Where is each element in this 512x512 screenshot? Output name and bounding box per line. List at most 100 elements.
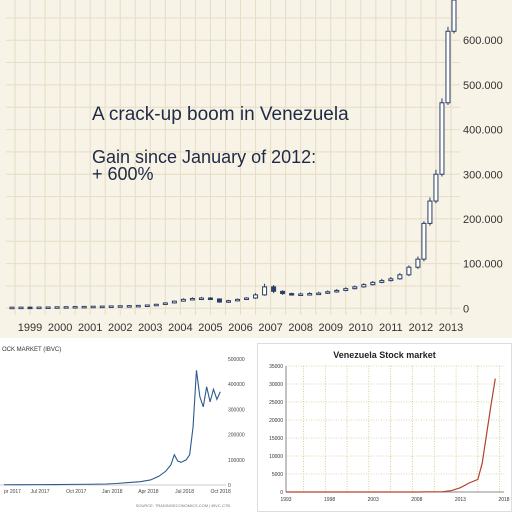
candle-body [280,290,286,295]
x-tick-label: 2000 [48,322,72,334]
candle-body [54,306,60,309]
candle-body [298,293,304,296]
x-tick-label: 2005 [198,322,222,334]
candle-body [421,222,427,260]
candle-body [63,306,69,309]
candle-body [45,306,51,309]
candle-body [334,289,340,293]
y-tick-label: 100000 [228,458,245,464]
x-tick-label: 2003 [138,322,162,334]
y-tick-label: 100.000 [463,259,503,271]
x-tick-label: 2009 [318,322,342,334]
candle-body [427,200,433,224]
ibvc-line-chart: 0 100000 200000 300000 400000 500000 pr 2017 Ju… [0,357,245,495]
candle-body [18,306,24,310]
chart-annotation-gain-value: + 600% [92,164,154,184]
x-tick-label: 2001 [78,322,102,334]
candle-body [433,173,439,202]
y-tick-label: 0 [228,483,231,489]
candle-body [271,286,277,292]
candle-body [72,306,78,309]
candle-body [225,300,231,303]
candle-body [289,293,295,296]
candle-body [352,286,358,290]
y-tick-label: 600.000 [463,35,503,47]
candle-body [325,291,331,294]
x-tick-label: 2008 [288,322,312,334]
chart-annotation-title: A crack-up boom in Venezuela [92,104,349,125]
candle-body [216,298,222,303]
candle-body [207,297,213,301]
candle-body [117,305,123,308]
x-tick-label: pr 2017 [4,489,21,495]
candle-body [361,284,367,288]
y-tick-label: 400.000 [463,125,503,137]
candle-body [27,306,33,310]
x-tick-label: 1998 [324,497,335,503]
candle-body [262,286,268,296]
candle-body [370,281,376,286]
candle-body [445,30,451,104]
candle-body [244,297,250,301]
candle-body [153,303,159,307]
y-tick-label: 200000 [228,433,245,439]
series-line [3,370,221,486]
candle-body [406,266,412,276]
x-tick-label: 2018 [498,497,509,503]
venezuela-stock-market-title: Venezuela Stock market [333,350,436,360]
x-tick-label: 2012 [409,322,433,334]
candle-body [99,305,105,309]
candle-body [189,297,195,301]
candlestick-chart-panel: 0 100.000 200.000 300.000 400.000 500.000 600.… [0,0,512,338]
candle-body [439,102,445,175]
candle-body [81,305,87,309]
candle-body [415,258,421,268]
candle-body [108,305,114,308]
candle-body [198,297,204,301]
candle-body [162,302,168,305]
candle-body [343,288,349,291]
y-tick-label: 500.000 [463,80,503,92]
y-tick-label: 500000 [228,357,245,363]
x-tick-label: 2007 [258,322,282,334]
x-tick-label: Apr 2018 [138,489,159,495]
candle-body [253,294,259,299]
x-tick-label: 2013 [439,322,463,334]
candle-body [90,305,96,309]
x-tick-label: Oct 2017 [66,489,87,495]
x-tick-label: 2004 [168,322,192,334]
candle-body [451,0,457,32]
candle-body [316,292,322,296]
candle-body [397,274,403,280]
ibvc-source-note: SOURCE: TRADINGECONOMICS.COM | IBVC-CTB [135,503,230,508]
x-tick-label: 2008 [411,497,422,503]
ibvc-chart-title: OCK MARKET (IBVC) [2,347,62,353]
y-tick-label: 0 [463,303,469,315]
x-tick-label: 1999 [18,322,42,334]
candle-body [307,293,313,296]
x-tick-label: 2013 [455,497,466,503]
y-tick-label: 15000 [269,436,283,442]
venezuela-stock-market-chart-panel: Venezuela Stock market 0 5000 10000 15000 20… [257,343,512,512]
candle-body [36,306,42,310]
venezuela-stock-market-chart: 0 5000 10000 15000 20000 25000 30000 35000 1993 1… [269,364,510,503]
x-tick-label: Jul 2018 [175,489,194,495]
candle-body [388,278,394,282]
x-tick-label: Oct 2018 [210,489,231,495]
chart-annotation-gain-label: Gain since January of 2012: [92,147,317,167]
y-tick-label: 300.000 [463,169,503,181]
y-tick-label: 25000 [269,400,283,406]
ibvc-line-chart-panel: OCK MARKET (IBVC) 0 100000 200000 300000 400… [0,343,252,512]
x-tick-label: 2006 [228,322,252,334]
x-tick-label: 2011 [379,322,403,334]
candle-body [379,280,385,283]
y-tick-label: 20000 [269,418,283,424]
series-line [286,378,496,493]
x-tick-label: 2010 [349,322,373,334]
y-tick-label: 5000 [272,472,283,478]
x-tick-label: Jul 2017 [31,489,50,495]
y-tick-label: 200.000 [463,214,503,226]
candle-body [235,298,241,302]
candle-body [180,298,186,302]
x-tick-label: Jan 2018 [102,489,123,495]
